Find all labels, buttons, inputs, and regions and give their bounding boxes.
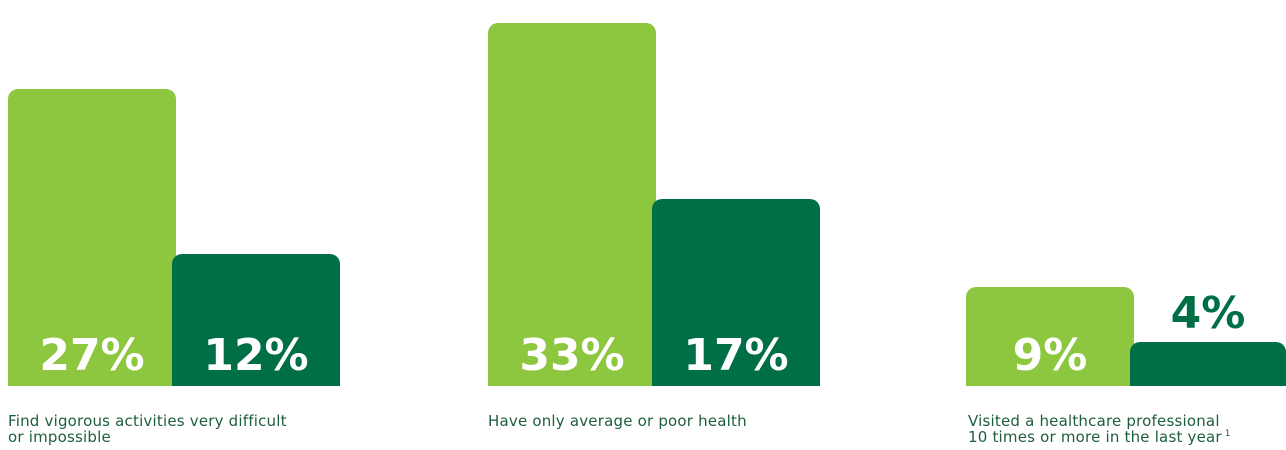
caption-line: Find vigorous activities very difficult	[8, 412, 287, 430]
value-label-g2-s1: 33%	[519, 330, 624, 381]
caption-group-3: Visited a healthcare professional 10 tim…	[968, 413, 1231, 445]
bar-base-g3-s2	[1130, 374, 1286, 386]
bar-g1-s2	[172, 254, 340, 386]
caption-line: or impossible	[8, 428, 111, 446]
footnote-marker: 1	[1224, 429, 1231, 439]
caption-text: 10 times or more in the last year	[968, 428, 1222, 446]
bar-base-g1-s2	[172, 374, 340, 386]
value-label-g2-s2: 17%	[683, 330, 788, 381]
bar-base-g3-s1	[966, 374, 1134, 386]
bar-g3-s1	[966, 287, 1134, 386]
caption-group-1: Find vigorous activities very difficult …	[8, 413, 287, 445]
value-label-g1-s2: 12%	[203, 330, 308, 381]
value-label-g1-s1: 27%	[39, 330, 144, 381]
caption-line: Visited a healthcare professional	[968, 412, 1220, 430]
value-label-g3-s2: 4%	[1171, 288, 1246, 339]
bar-base-g2-s2	[652, 374, 820, 386]
value-label-g3-s1: 9%	[1013, 330, 1088, 381]
caption-group-2: Have only average or poor health	[488, 413, 747, 429]
bar-base-g1-s1	[8, 374, 176, 386]
bar-g2-s1	[488, 23, 656, 386]
caption-line: Have only average or poor health	[488, 412, 747, 430]
bar-base-g2-s1	[488, 374, 656, 386]
caption-line: 10 times or more in the last year 1	[968, 429, 1231, 445]
bar-g1-s1	[8, 89, 176, 386]
bar-g2-s2	[652, 199, 820, 386]
